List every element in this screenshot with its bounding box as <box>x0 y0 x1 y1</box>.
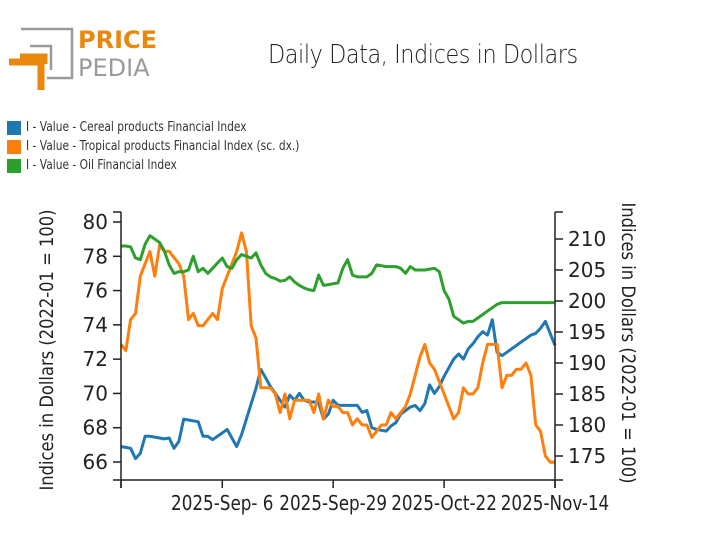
y-tick-label-right: 175 <box>568 444 606 468</box>
legend-item[interactable]: I - Value - Oil Financial Index <box>7 156 360 175</box>
y-tick-label-left: 72 <box>83 347 108 371</box>
y-axis-left-title: Indices in Dollars (2022-01 = 100) <box>37 209 58 490</box>
legend-swatch <box>7 139 21 154</box>
legend-swatch <box>7 120 21 135</box>
legend: I - Value - Cereal products Financial In… <box>7 118 360 175</box>
x-tick-label: 2025-Nov-14 <box>501 493 609 516</box>
series-line-3 <box>121 234 555 325</box>
legend-item[interactable]: I - Value - Tropical products Financial … <box>7 137 360 156</box>
x-tick-label: 2025-Sep- 6 <box>171 493 273 516</box>
y-tick-label-right: 200 <box>568 289 606 313</box>
legend-label: I - Value - Tropical products Financial … <box>26 139 300 154</box>
y-tick-label-left: 70 <box>83 381 108 405</box>
x-tick-label: 2025-Sep-29 <box>279 493 387 516</box>
y-tick-label-right: 205 <box>568 258 606 282</box>
y-tick-label-right: 190 <box>568 351 606 375</box>
y-tick-label-right: 180 <box>568 413 606 437</box>
legend-item[interactable]: I - Value - Cereal products Financial In… <box>7 118 360 137</box>
legend-swatch <box>7 158 21 173</box>
chart-title: Daily Data, Indices in Dollars <box>268 40 578 70</box>
pricepedia-logo: PRICE PEDIA <box>0 0 200 100</box>
y-tick-label-left: 80 <box>83 210 108 234</box>
legend-label: I - Value - Oil Financial Index <box>26 158 177 173</box>
y-tick-label-left: 68 <box>83 416 108 440</box>
y-tick-label-left: 66 <box>83 450 108 474</box>
series-line-2 <box>119 231 555 464</box>
logo-text-pedia: PEDIA <box>78 54 150 82</box>
logo-mark-icon <box>9 27 74 90</box>
series-line-1 <box>120 318 557 461</box>
y-tick-label-left: 74 <box>83 313 108 337</box>
y-tick-label-left: 78 <box>83 244 108 268</box>
y-tick-label-right: 185 <box>568 382 606 406</box>
x-tick-label: 2025-Oct-22 <box>391 493 497 516</box>
y-tick-label-left: 76 <box>83 279 108 303</box>
y-tick-label-right: 210 <box>568 227 606 251</box>
y-axis-right-title: Indices in Dollars (2022-01 = 100) <box>617 202 638 483</box>
legend-label: I - Value - Cereal products Financial In… <box>26 120 247 135</box>
logo-text-price: PRICE <box>78 26 157 54</box>
y-tick-label-right: 195 <box>568 320 606 344</box>
